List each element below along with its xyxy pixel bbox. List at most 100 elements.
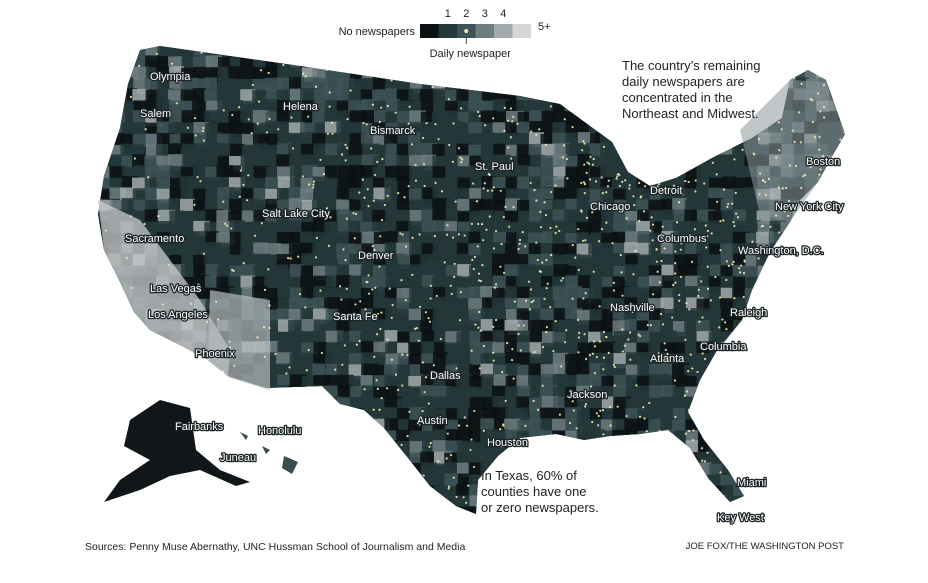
newspaper-dot [180,349,183,353]
newspaper-dot [721,318,724,321]
county [349,199,366,211]
newspaper-dot [401,233,404,236]
newspaper-dot [447,485,451,488]
county [373,231,388,246]
newspaper-dot [545,326,548,329]
county [325,187,341,201]
county [98,419,109,431]
county [301,517,315,529]
newspaper-dot [510,358,514,362]
county [673,275,687,289]
county [552,55,565,69]
county [313,100,331,113]
county [769,341,783,354]
newspaper-dot [706,287,710,291]
newspaper-dot [344,159,347,162]
newspaper-dot [666,435,670,438]
newspaper-dot [545,287,548,290]
county [312,396,325,409]
county [336,397,351,412]
county [588,265,602,278]
county [396,473,414,487]
county [420,462,437,475]
county [709,264,724,279]
county [565,430,578,445]
newspaper-dot [825,287,828,290]
city-label: Atlanta [650,353,685,365]
county [576,198,590,212]
newspaper-dot [657,352,660,355]
county [792,463,808,480]
county [276,264,289,277]
county [337,231,352,244]
newspaper-dot [130,286,133,290]
county [384,155,400,167]
county [684,199,700,212]
newspaper-dot [669,170,672,173]
newspaper-dot [602,433,605,436]
county [805,46,820,57]
county [589,46,606,61]
county [193,46,208,58]
county [733,352,749,365]
newspaper-dot [550,94,553,98]
county [601,396,615,410]
city-label: Miami [737,477,766,489]
county [216,496,231,513]
county [553,46,570,57]
county [840,463,845,477]
newspaper-dot [780,59,783,62]
newspaper-dot [495,318,498,322]
county [265,287,278,301]
county [480,319,493,331]
county [469,155,483,169]
county [780,396,799,408]
county [564,243,579,255]
county [181,143,195,156]
county [229,143,245,157]
newspaper-dot [263,355,266,358]
county [829,341,843,355]
newspaper-dot [724,383,727,386]
county [313,430,332,442]
newspaper-dot [844,323,845,326]
newspaper-dot [701,316,704,319]
county [373,110,387,124]
county [468,441,485,454]
newspaper-dot [674,250,677,253]
county [325,408,340,424]
county [817,176,835,193]
county [397,46,411,58]
county [421,330,436,342]
county [636,495,653,510]
county [492,352,510,365]
county [312,55,326,68]
newspaper-dot [814,341,817,344]
newspaper-dot [482,344,485,348]
county [372,77,386,90]
county [301,375,315,390]
county [648,243,662,258]
newspaper-dot [513,81,516,84]
newspaper-dot [785,366,788,369]
newspaper-dot [268,304,271,307]
county [397,100,411,114]
newspaper-dot [453,262,456,265]
county [276,154,292,169]
county [673,495,687,507]
newspaper-dot [810,159,813,162]
county [132,385,148,397]
county [686,519,701,532]
county [373,155,386,168]
newspaper-dot [193,203,196,206]
newspaper-dot [354,303,357,306]
newspaper-dot [732,260,735,263]
newspaper-dot [683,394,687,397]
county [841,330,845,343]
newspaper-dot [477,326,480,329]
county [601,276,619,289]
newspaper-dot [633,204,636,207]
county [697,518,711,533]
newspaper-dot [649,229,652,232]
newspaper-dot [249,503,252,506]
